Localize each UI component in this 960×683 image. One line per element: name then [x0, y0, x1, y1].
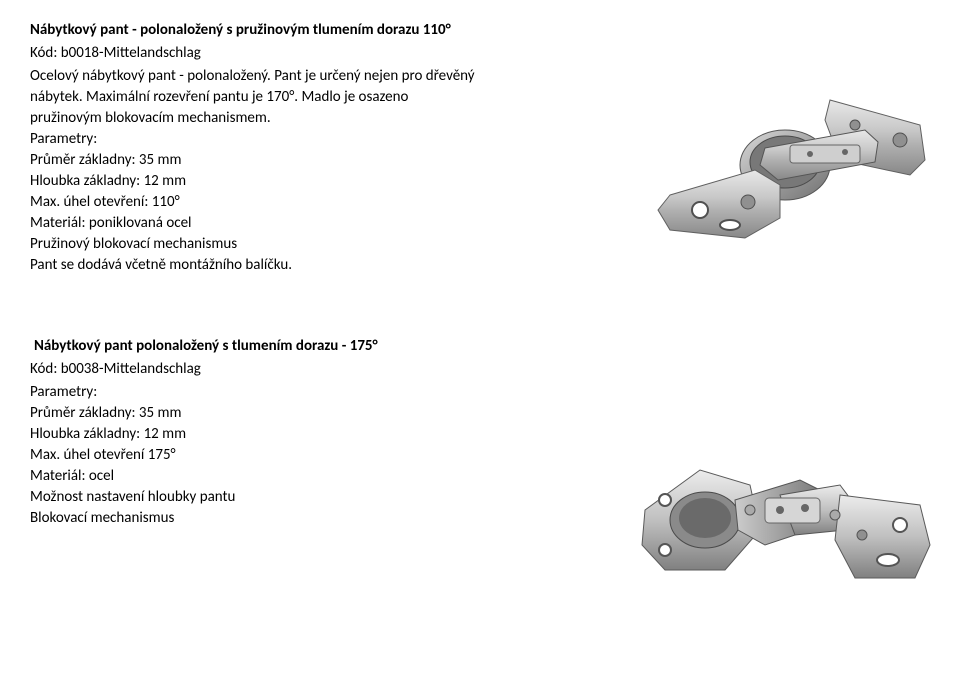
product-2-code: Kód: b0038-Mittelandschlag — [30, 359, 930, 380]
product-2-params-label: Parametry: — [30, 382, 930, 403]
hinge-icon — [630, 70, 940, 280]
product-1-code: Kód: b0018-Mittelandschlag — [30, 43, 930, 64]
hinge-icon — [630, 410, 940, 630]
product-1-image — [630, 70, 940, 280]
product-2-title: Nábytkový pant polonaložený s tlumením d… — [34, 336, 930, 357]
product-2-image — [630, 410, 940, 630]
product-1-title: Nábytkový pant - polonaložený s pružinov… — [30, 20, 930, 41]
